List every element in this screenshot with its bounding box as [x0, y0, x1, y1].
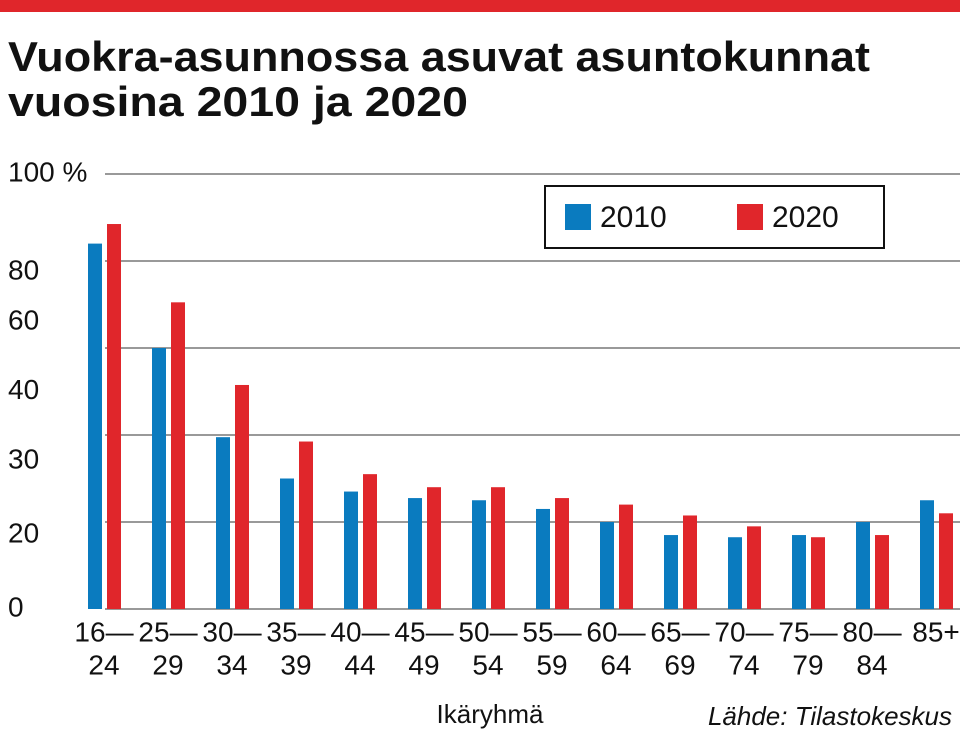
x-tick-label: 44	[344, 649, 375, 680]
x-tick-label: 40—	[330, 616, 389, 647]
x-tick-label: 65—	[650, 616, 709, 647]
bar	[235, 384, 249, 609]
x-tick-label: 69	[664, 649, 695, 680]
legend-label: 2010	[600, 201, 667, 234]
y-tick-label: 100 %	[8, 156, 87, 187]
x-tick-label: 54	[472, 649, 503, 680]
chart-title: vuosina 2010 ja 2020	[8, 78, 468, 125]
bar	[600, 522, 614, 609]
chart-title: Vuokra-asunnossa asuvat asuntokunnat	[8, 33, 870, 80]
bar	[875, 535, 889, 609]
bar	[792, 535, 806, 609]
bar	[299, 441, 313, 609]
x-tick-label: 74	[728, 649, 759, 680]
x-tick-label: 30—	[202, 616, 261, 647]
bar	[664, 535, 678, 609]
x-tick-label: 39	[280, 649, 311, 680]
x-tick-label: 75—	[778, 616, 837, 647]
source: Lähde: Tilastokeskus	[708, 701, 952, 731]
x-tick-label: 80—	[842, 616, 901, 647]
y-tick-label: 60	[8, 304, 39, 335]
x-tick-label: 34	[216, 649, 247, 680]
bar	[344, 491, 358, 609]
bar	[856, 522, 870, 609]
x-tick-label: 35—	[266, 616, 325, 647]
bar	[88, 243, 102, 609]
y-tick-label: 20	[8, 517, 39, 548]
x-tick-label: 29	[152, 649, 183, 680]
legend-swatch	[565, 204, 591, 230]
x-tick-label: 85+	[912, 616, 960, 647]
bar	[619, 504, 633, 609]
bar	[920, 500, 934, 609]
x-tick-label: 55—	[522, 616, 581, 647]
legend-swatch	[737, 204, 763, 230]
x-tick-label: 24	[88, 649, 119, 680]
bar	[491, 487, 505, 609]
x-tick-label: 45—	[394, 616, 453, 647]
x-axis-label: Ikäryhmä	[437, 699, 544, 729]
x-tick-label: 60—	[586, 616, 645, 647]
x-tick-label: 70—	[714, 616, 773, 647]
bar	[107, 224, 121, 609]
bar	[939, 513, 953, 609]
bar	[536, 508, 550, 609]
x-tick-label: 50—	[458, 616, 517, 647]
x-tick-label: 79	[792, 649, 823, 680]
bar	[171, 302, 185, 609]
legend-box	[544, 185, 885, 249]
bar	[747, 526, 761, 609]
bar	[555, 498, 569, 609]
y-tick-label: 30	[8, 443, 39, 474]
legend-label: 2020	[772, 201, 839, 234]
bar	[728, 537, 742, 609]
bar	[363, 474, 377, 609]
y-tick-label: 80	[8, 254, 39, 285]
bar	[811, 537, 825, 609]
x-tick-label: 25—	[138, 616, 197, 647]
bar	[427, 487, 441, 609]
bar	[472, 500, 486, 609]
top-bar	[0, 0, 960, 12]
y-tick-label: 40	[8, 374, 39, 405]
x-tick-label: 59	[536, 649, 567, 680]
bar	[216, 437, 230, 609]
x-tick-label: 84	[856, 649, 887, 680]
bar	[683, 515, 697, 609]
bar	[408, 498, 422, 609]
x-tick-label: 16—	[74, 616, 133, 647]
x-tick-label: 49	[408, 649, 439, 680]
bar	[152, 348, 166, 609]
x-tick-label: 64	[600, 649, 631, 680]
y-tick-label: 0	[8, 591, 24, 622]
bar	[280, 478, 294, 609]
